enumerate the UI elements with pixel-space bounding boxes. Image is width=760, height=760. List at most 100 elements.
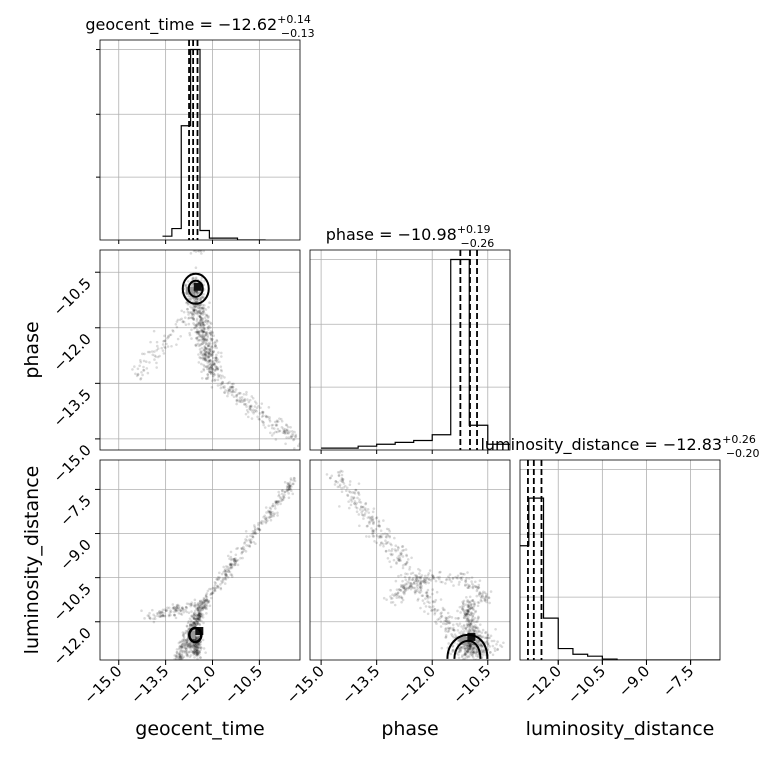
scatter-point (426, 594, 429, 597)
scatter-point (470, 648, 473, 651)
scatter-point (347, 500, 350, 503)
scatter-point (197, 611, 201, 615)
scatter-point (421, 579, 425, 583)
scatter-point (468, 642, 472, 646)
scatter-point (419, 590, 423, 593)
scatter-point (200, 318, 203, 322)
scatter-point (188, 331, 191, 335)
scatter-point (420, 586, 423, 590)
scatter-point (207, 360, 211, 363)
scatter-point (380, 541, 383, 544)
scatter-point (292, 482, 295, 486)
scatter-point (427, 572, 431, 575)
scatter-point (218, 360, 221, 364)
scatter-point (194, 309, 197, 312)
scatter-point (198, 606, 202, 609)
scatter-point (210, 362, 213, 365)
scatter-point (468, 644, 471, 648)
scatter-point (203, 604, 206, 608)
scatter-point (412, 576, 415, 580)
scatter-panel-phase-luminosity_distance (309, 459, 511, 661)
scatter-point (245, 405, 248, 408)
scatter-point (367, 535, 371, 538)
scatter-point (190, 650, 194, 653)
scatter-point (469, 645, 473, 648)
scatter-point (195, 297, 199, 301)
scatter-point (197, 332, 201, 336)
scatter-point (474, 620, 478, 623)
scatter-point (178, 655, 181, 658)
scatter-point (199, 318, 202, 322)
scatter-point (201, 306, 204, 310)
scatter-point (192, 620, 196, 624)
scatter-point (482, 650, 485, 654)
scatter-point (235, 394, 238, 397)
scatter-point (423, 578, 426, 582)
scatter-point (191, 312, 194, 316)
scatter-point (292, 447, 296, 450)
scatter-point (221, 381, 224, 384)
scatter-point (198, 623, 202, 627)
scatter-point (474, 624, 477, 627)
scatter-point (451, 576, 455, 580)
scatter-point (394, 579, 398, 583)
scatter-point (413, 573, 417, 577)
scatter-point (194, 647, 198, 651)
scatter-point (242, 547, 246, 551)
scatter-point (272, 514, 276, 518)
scatter-point (229, 385, 232, 389)
scatter-point (208, 359, 211, 363)
scatter-point (289, 477, 293, 480)
scatter-point (198, 617, 201, 620)
panel-frame (99, 39, 301, 241)
scatter-point (275, 423, 279, 427)
scatter-point (423, 576, 426, 580)
scatter-point (198, 651, 201, 654)
scatter-point (257, 527, 261, 531)
scatter-point (196, 607, 200, 611)
scatter-point (203, 338, 207, 342)
scatter-point (195, 292, 199, 296)
scatter-point (175, 664, 178, 667)
scatter-point (255, 402, 258, 405)
scatter-point (192, 307, 195, 311)
scatter-point (189, 252, 193, 255)
scatter-point (274, 507, 277, 510)
scatter-point (289, 425, 292, 429)
scatter-point (359, 505, 363, 509)
x-tick-label: −15.0 (80, 662, 125, 707)
histogram-step (321, 258, 510, 449)
scatter-point (338, 485, 342, 488)
scatter-point (253, 405, 257, 408)
scatter-point (211, 586, 215, 590)
scatter-point (470, 612, 474, 615)
scatter-point (379, 535, 382, 539)
scatter-point (207, 324, 211, 328)
scatter-point (466, 609, 470, 613)
scatter-point (372, 529, 375, 532)
scatter-point (385, 598, 388, 601)
scatter-point (185, 640, 189, 644)
scatter-point (193, 290, 197, 294)
scatter-point (198, 614, 201, 618)
scatter-point (197, 642, 200, 645)
scatter-point (207, 600, 210, 603)
scatter-point (204, 350, 208, 354)
scatter-point (184, 629, 188, 633)
scatter-point (429, 606, 432, 609)
scatter-point (203, 316, 207, 319)
scatter-point (276, 420, 280, 423)
scatter-point (209, 322, 213, 326)
scatter-point (480, 644, 483, 647)
scatter-point (279, 497, 283, 500)
scatter-point (227, 570, 230, 573)
scatter-point (210, 365, 213, 369)
scatter-point (182, 649, 185, 653)
scatter-point (163, 608, 167, 611)
scatter-point (188, 644, 192, 648)
scatter-point (191, 297, 195, 300)
scatter-point (470, 582, 474, 586)
scatter-point (467, 577, 471, 580)
scatter-point (413, 591, 417, 595)
scatter-point (260, 402, 264, 405)
